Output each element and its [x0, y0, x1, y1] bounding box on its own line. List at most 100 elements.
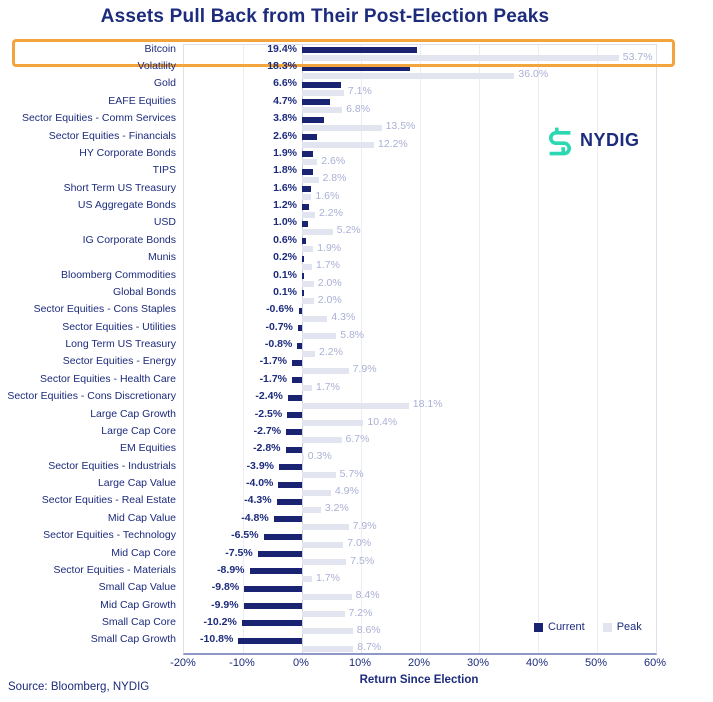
- peak-value-label: 1.7%: [316, 571, 340, 584]
- peak-bar: [302, 333, 337, 340]
- current-value-label: 0.6%: [273, 233, 297, 246]
- current-value-label: 2.6%: [273, 129, 297, 142]
- peak-bar: [302, 420, 364, 426]
- x-tick-label: 0%: [293, 657, 309, 669]
- current-value-label: 0.1%: [273, 268, 297, 281]
- category-label: Sector Equities - Technology: [43, 529, 176, 542]
- current-bar: [302, 186, 312, 193]
- gridline: [420, 45, 421, 653]
- current-value-label: -9.9%: [211, 598, 239, 611]
- category-label: Mid Cap Value: [107, 511, 176, 524]
- legend-current-swatch: [534, 622, 543, 632]
- peak-value-label: 10.4%: [367, 415, 398, 428]
- peak-bar: [302, 89, 344, 96]
- gridline: [361, 45, 362, 653]
- category-label: Short Term US Treasury: [63, 181, 176, 194]
- category-label: Sector Equities - Cons Staples: [33, 303, 176, 316]
- category-label: TIPS: [152, 164, 176, 177]
- current-value-label: -4.8%: [241, 511, 269, 524]
- current-bar: [302, 255, 304, 262]
- current-value-label: 6.6%: [273, 77, 297, 90]
- peak-bar: [302, 246, 314, 253]
- current-bar: [287, 412, 303, 418]
- category-label: Sector Equities - Health Care: [40, 372, 176, 385]
- category-label: Small Cap Growth: [90, 633, 176, 646]
- peak-value-label: 0.3%: [307, 450, 332, 463]
- peak-value-label: 5.8%: [340, 328, 365, 341]
- peak-bar: [302, 211, 315, 218]
- current-bar: [263, 533, 302, 540]
- nydig-logo: NYDIG: [544, 124, 640, 156]
- current-value-label: 1.8%: [273, 164, 297, 177]
- current-bar: [249, 568, 302, 575]
- x-axis-label: Return Since Election: [359, 674, 479, 686]
- nydig-logo-text: NYDIG: [580, 129, 640, 150]
- peak-bar: [302, 350, 315, 357]
- peak-value-label: 7.9%: [352, 519, 377, 532]
- x-tick-label: 60%: [643, 657, 667, 669]
- peak-bar: [302, 194, 312, 201]
- peak-bar: [302, 142, 374, 148]
- current-bar: [302, 81, 341, 88]
- peak-value-label: 7.1%: [347, 85, 372, 98]
- category-label: IG Corporate Bonds: [82, 233, 176, 246]
- peak-value-label: 4.9%: [334, 485, 359, 497]
- legend-peak-label: Peak: [616, 621, 642, 633]
- category-label: Small Cap Value: [98, 581, 176, 594]
- current-value-label: -10.2%: [203, 615, 237, 628]
- peak-bar: [302, 541, 344, 548]
- category-label: Sector Equities - Energy: [62, 355, 176, 368]
- current-bar: [292, 377, 302, 384]
- current-bar: [276, 498, 302, 505]
- peak-bar: [302, 281, 314, 287]
- current-value-label: -0.7%: [265, 320, 293, 333]
- peak-bar: [302, 402, 409, 409]
- peak-value-label: 1.6%: [315, 189, 340, 202]
- peak-value-label: 53.7%: [622, 50, 653, 63]
- peak-bar: [302, 315, 328, 322]
- peak-value-label: 7.9%: [352, 363, 377, 376]
- peak-value-label: 7.2%: [348, 606, 373, 619]
- category-label: EAFE Equities: [108, 94, 176, 107]
- current-bar: [297, 342, 302, 349]
- chart-title: Assets Pull Back from Their Post-Electio…: [100, 6, 550, 27]
- peak-bar: [302, 176, 319, 183]
- peak-value-label: 8.7%: [357, 641, 382, 654]
- category-label: Sector Equities - Materials: [53, 563, 176, 576]
- zero-gridline: [302, 45, 303, 653]
- peak-bar: [302, 107, 343, 114]
- current-value-label: -2.8%: [253, 442, 281, 455]
- category-label: Large Cap Core: [101, 424, 176, 437]
- category-label: HY Corporate Bonds: [79, 146, 176, 159]
- current-value-label: 0.2%: [273, 251, 297, 264]
- peak-value-label: 18.1%: [412, 398, 443, 411]
- current-value-label: -2.4%: [255, 390, 283, 403]
- current-bar: [298, 307, 302, 314]
- current-bar: [273, 516, 302, 523]
- peak-bar: [302, 437, 342, 444]
- peak-bar: [302, 454, 304, 461]
- peak-value-label: 6.7%: [345, 432, 370, 445]
- x-tick-label: 50%: [584, 657, 608, 669]
- current-value-label: -6.5%: [231, 529, 259, 542]
- peak-bar: [302, 559, 347, 565]
- peak-value-label: 2.8%: [322, 172, 347, 185]
- category-label: Sector Equities - Financials: [48, 129, 176, 142]
- category-label: Bloomberg Commodities: [61, 268, 176, 281]
- peak-value-label: 7.5%: [350, 554, 375, 567]
- current-value-label: 1.6%: [273, 181, 297, 194]
- current-bar: [278, 481, 302, 488]
- current-value-label: 0.1%: [273, 285, 297, 298]
- peak-value-label: 6.8%: [346, 102, 371, 115]
- current-value-label: 1.2%: [273, 199, 297, 211]
- current-value-label: -1.7%: [259, 355, 287, 368]
- current-bar: [286, 429, 302, 436]
- peak-bar: [302, 472, 336, 479]
- category-label: Munis: [147, 251, 176, 264]
- category-label: Volatility: [137, 60, 176, 73]
- current-value-label: -2.7%: [253, 424, 282, 437]
- peak-bar: [302, 228, 333, 235]
- category-label: Sector Equities - Cons Discretionary: [7, 390, 176, 403]
- category-label: Gold: [153, 77, 176, 90]
- current-value-label: 1.0%: [273, 216, 297, 229]
